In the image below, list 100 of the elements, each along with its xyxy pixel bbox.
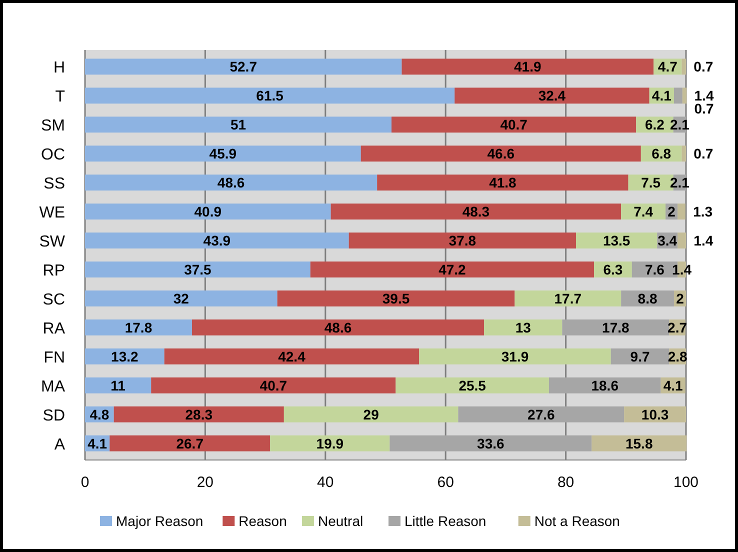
bar <box>458 406 624 422</box>
data-label: 19.9 <box>316 435 344 452</box>
bar <box>270 435 390 452</box>
y-tick-label: SM <box>41 118 65 135</box>
bar <box>310 262 594 278</box>
bar <box>682 58 686 75</box>
bar <box>330 204 622 220</box>
bar <box>114 406 284 422</box>
data-label: 2.7 <box>668 319 688 336</box>
y-tick-label: FN <box>44 349 65 366</box>
data-label: 7.4 <box>634 204 654 220</box>
y-tick-label: H <box>53 60 65 77</box>
data-label: 33.6 <box>477 435 505 452</box>
data-label: 17.7 <box>554 290 582 306</box>
bar <box>85 204 331 220</box>
bar <box>85 348 164 364</box>
data-label: 47.2 <box>438 261 466 278</box>
data-label: 61.5 <box>256 88 284 104</box>
bar <box>592 435 687 452</box>
bar <box>454 88 650 104</box>
data-label: 1.4 <box>694 232 714 249</box>
data-label: 51 <box>230 116 246 133</box>
data-label: 10.3 <box>641 406 669 422</box>
bar <box>419 348 611 364</box>
data-label: 43.9 <box>203 232 231 249</box>
legend-label: Neutral <box>318 513 364 529</box>
x-tick-label: 60 <box>437 474 454 491</box>
data-label: 4.1 <box>663 377 684 394</box>
data-label: 40.9 <box>194 204 222 220</box>
data-label: 40.7 <box>260 377 288 394</box>
data-label: 8.8 <box>638 290 658 306</box>
bar <box>151 377 396 394</box>
data-label: 7.5 <box>641 174 661 191</box>
data-label: 52.7 <box>230 58 258 75</box>
data-label: 17.8 <box>602 319 630 336</box>
data-label: 13.2 <box>111 348 139 364</box>
data-label: 6.8 <box>652 146 672 162</box>
data-label: 13.5 <box>602 232 630 249</box>
data-label: 32.4 <box>538 88 566 104</box>
data-label: 2.1 <box>670 174 690 191</box>
bar <box>390 435 592 452</box>
bar <box>277 290 515 306</box>
legend-label: Not a Reason <box>534 513 620 529</box>
data-label: 3.4 <box>658 232 678 249</box>
x-tick-label: 100 <box>673 474 699 491</box>
data-label: 39.5 <box>382 290 410 306</box>
legend-label: Major Reason <box>116 513 204 529</box>
y-tick-label: SW <box>39 234 66 251</box>
bar <box>484 319 562 336</box>
data-label: 6.3 <box>603 261 623 278</box>
data-label: 27.6 <box>528 406 555 422</box>
data-label: 40.7 <box>500 116 528 133</box>
y-tick-label: WE <box>39 204 65 222</box>
bar <box>110 435 270 452</box>
data-label: 4.7 <box>658 58 678 75</box>
data-label: 48.6 <box>324 319 352 336</box>
data-label: 7.6 <box>645 261 665 278</box>
y-tick-label: RA <box>42 320 66 338</box>
data-label: 48.3 <box>462 204 490 220</box>
data-label: 41.9 <box>514 58 542 75</box>
data-label: 4.8 <box>90 406 110 422</box>
x-tick-label: 40 <box>317 474 334 491</box>
data-label: 11 <box>110 377 126 394</box>
bar <box>377 174 628 191</box>
legend-label: Little Reason <box>404 513 486 529</box>
bar <box>85 116 392 133</box>
data-label: 2.8 <box>668 348 688 364</box>
data-label: 25.5 <box>458 377 486 394</box>
data-label: 1.4 <box>672 261 692 278</box>
data-label: 0.7 <box>694 146 714 162</box>
bar <box>85 88 455 104</box>
bar <box>85 290 278 306</box>
data-label: 9.7 <box>630 348 650 364</box>
y-tick-label: A <box>54 436 66 454</box>
y-tick-label: MA <box>41 378 66 396</box>
x-tick-label: 80 <box>557 474 574 491</box>
data-label: 1.3 <box>693 204 713 220</box>
data-label: 37.8 <box>448 232 476 249</box>
bar <box>284 406 458 422</box>
y-tick-label: SS <box>44 176 65 193</box>
bar <box>396 377 549 394</box>
data-label: 46.6 <box>487 146 515 162</box>
data-label: 2 <box>668 204 676 220</box>
bar <box>85 174 378 191</box>
bar <box>562 319 670 336</box>
y-tick-label: RP <box>42 262 65 280</box>
data-label: 4.1 <box>652 88 672 104</box>
data-label: 48.6 <box>217 174 245 191</box>
bar <box>514 290 622 306</box>
data-label: 37.5 <box>184 261 212 278</box>
data-label: 2.1 <box>670 116 690 133</box>
bar <box>85 262 310 278</box>
data-label: 6.2 <box>645 116 665 133</box>
data-label: 28.3 <box>185 406 213 422</box>
bar <box>678 232 686 248</box>
bar <box>678 204 686 220</box>
bar <box>674 88 682 104</box>
data-label: 32 <box>173 290 190 306</box>
bar <box>402 58 654 75</box>
bar <box>192 319 484 336</box>
